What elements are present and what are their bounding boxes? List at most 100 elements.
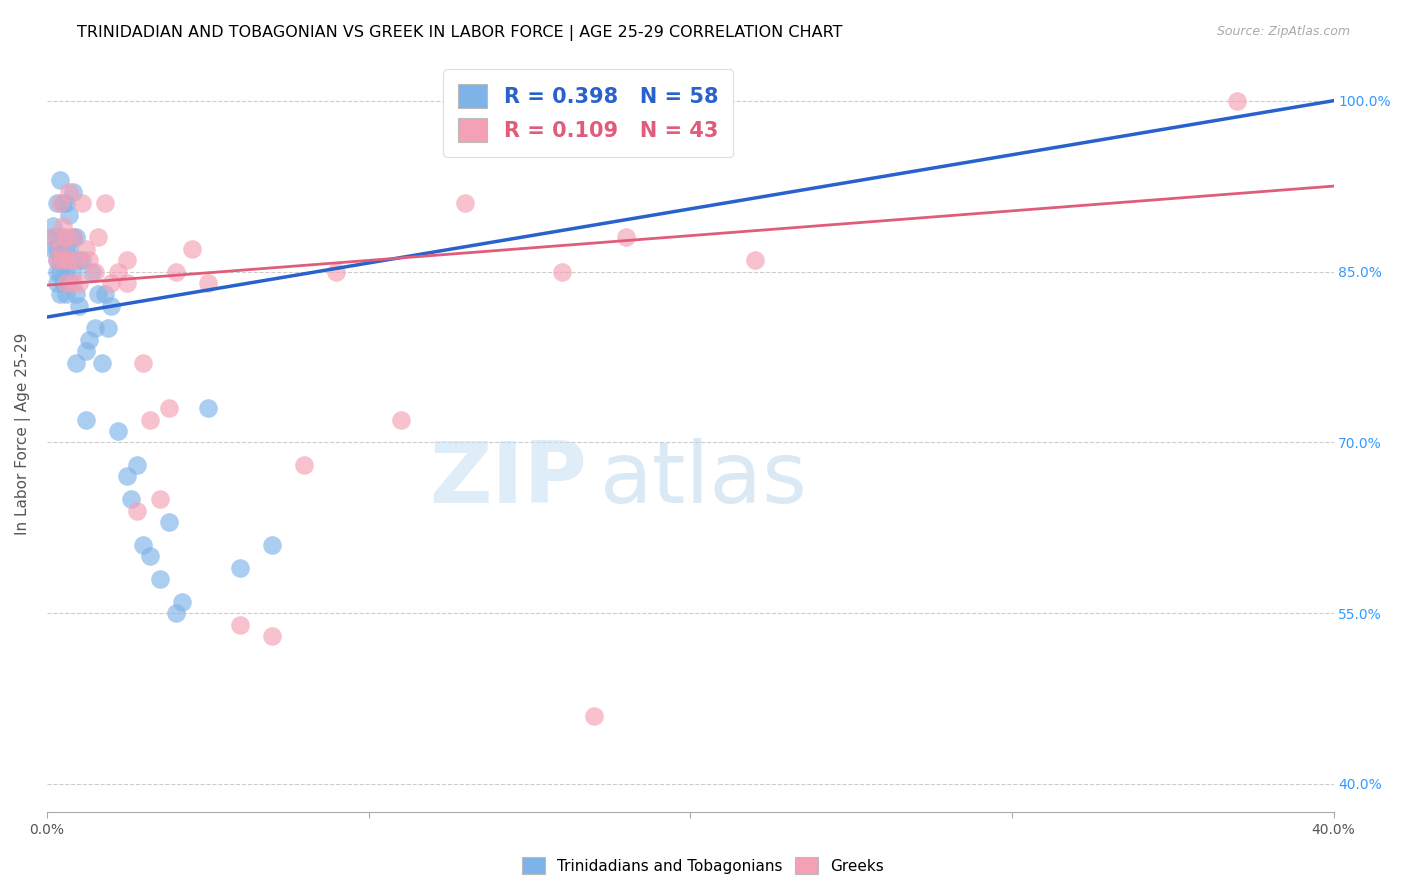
- Point: [139, 412, 162, 426]
- Point: [65, 356, 87, 370]
- Point: [454, 94, 477, 108]
- Point: [62, 185, 84, 199]
- Point: [45, 264, 67, 278]
- Point: [87, 230, 110, 244]
- Point: [120, 492, 142, 507]
- Point: [165, 606, 187, 620]
- Point: [1226, 94, 1249, 108]
- Point: [52, 253, 75, 268]
- Legend: R = 0.398   N = 58, R = 0.109   N = 43: R = 0.398 N = 58, R = 0.109 N = 43: [443, 70, 733, 157]
- Point: [49, 173, 72, 187]
- Point: [125, 503, 148, 517]
- Point: [42, 230, 65, 244]
- Point: [94, 196, 117, 211]
- Point: [117, 276, 139, 290]
- Point: [58, 276, 80, 290]
- Point: [67, 299, 90, 313]
- Point: [42, 230, 65, 244]
- Point: [262, 629, 284, 643]
- Point: [292, 458, 315, 472]
- Point: [170, 595, 193, 609]
- Text: ZIP: ZIP: [430, 438, 588, 521]
- Point: [72, 253, 94, 268]
- Point: [55, 196, 77, 211]
- Point: [197, 276, 219, 290]
- Point: [49, 264, 72, 278]
- Point: [49, 242, 72, 256]
- Point: [90, 356, 112, 370]
- Point: [62, 230, 84, 244]
- Point: [75, 412, 97, 426]
- Point: [58, 242, 80, 256]
- Point: [614, 230, 637, 244]
- Point: [125, 458, 148, 472]
- Point: [45, 253, 67, 268]
- Point: [744, 253, 766, 268]
- Point: [229, 617, 252, 632]
- Point: [45, 276, 67, 290]
- Point: [132, 538, 155, 552]
- Point: [65, 287, 87, 301]
- Point: [117, 469, 139, 483]
- Point: [62, 276, 84, 290]
- Point: [58, 253, 80, 268]
- Point: [67, 253, 90, 268]
- Point: [94, 287, 117, 301]
- Point: [52, 219, 75, 233]
- Point: [77, 333, 100, 347]
- Point: [55, 287, 77, 301]
- Point: [49, 196, 72, 211]
- Point: [148, 492, 170, 507]
- Point: [148, 572, 170, 586]
- Point: [52, 196, 75, 211]
- Point: [75, 242, 97, 256]
- Text: atlas: atlas: [600, 438, 808, 521]
- Point: [52, 276, 75, 290]
- Point: [550, 264, 572, 278]
- Point: [165, 264, 187, 278]
- Point: [84, 321, 107, 335]
- Point: [117, 253, 139, 268]
- Text: Source: ZipAtlas.com: Source: ZipAtlas.com: [1216, 25, 1350, 38]
- Point: [582, 708, 605, 723]
- Point: [139, 549, 162, 564]
- Point: [132, 356, 155, 370]
- Point: [55, 242, 77, 256]
- Point: [45, 253, 67, 268]
- Point: [49, 287, 72, 301]
- Point: [49, 253, 72, 268]
- Point: [58, 208, 80, 222]
- Point: [45, 196, 67, 211]
- Point: [55, 264, 77, 278]
- Point: [49, 242, 72, 256]
- Y-axis label: In Labor Force | Age 25-29: In Labor Force | Age 25-29: [15, 333, 31, 535]
- Point: [87, 287, 110, 301]
- Point: [55, 276, 77, 290]
- Point: [262, 538, 284, 552]
- Point: [45, 242, 67, 256]
- Point: [180, 242, 202, 256]
- Point: [100, 276, 122, 290]
- Point: [157, 401, 180, 416]
- Point: [107, 424, 129, 438]
- Point: [229, 560, 252, 574]
- Point: [157, 515, 180, 529]
- Point: [55, 230, 77, 244]
- Point: [325, 264, 347, 278]
- Point: [65, 253, 87, 268]
- Text: TRINIDADIAN AND TOBAGONIAN VS GREEK IN LABOR FORCE | AGE 25-29 CORRELATION CHART: TRINIDADIAN AND TOBAGONIAN VS GREEK IN L…: [77, 25, 842, 41]
- Point: [100, 299, 122, 313]
- Point: [45, 230, 67, 244]
- Point: [62, 230, 84, 244]
- Point: [65, 230, 87, 244]
- Point: [62, 264, 84, 278]
- Point: [42, 219, 65, 233]
- Point: [80, 264, 103, 278]
- Point: [197, 401, 219, 416]
- Point: [67, 276, 90, 290]
- Point: [58, 185, 80, 199]
- Point: [84, 264, 107, 278]
- Point: [72, 196, 94, 211]
- Point: [52, 230, 75, 244]
- Point: [97, 321, 120, 335]
